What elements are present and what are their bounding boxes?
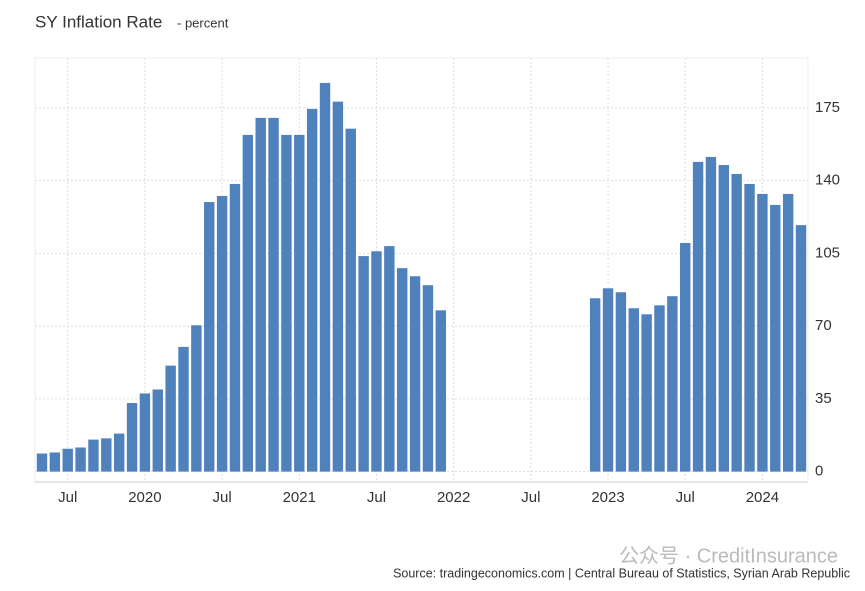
bar [397, 268, 408, 472]
chart-title: SY Inflation Rate [35, 12, 162, 31]
bar [216, 196, 228, 472]
bar [345, 128, 356, 472]
bar [255, 117, 266, 472]
bar [294, 134, 305, 472]
bar [795, 225, 807, 472]
watermark: 公众号 · CreditInsurance [619, 544, 838, 567]
bar [75, 447, 86, 472]
x-tick-label: 2020 [128, 489, 161, 506]
bar [422, 285, 434, 472]
bar [731, 173, 742, 472]
bar [268, 117, 279, 472]
bar [319, 82, 331, 472]
bar [371, 251, 382, 472]
x-tick-label: Jul [521, 489, 540, 506]
bar [88, 439, 99, 472]
bar [602, 288, 614, 472]
bar [332, 101, 344, 472]
x-tick-label: 2023 [591, 489, 624, 506]
plot-frame [34, 57, 809, 483]
x-tick-label: Jul [58, 489, 77, 506]
bar [191, 325, 202, 472]
y-tick-label: 140 [815, 172, 840, 189]
bar [628, 308, 639, 472]
bar [718, 165, 730, 472]
x-tick-label: 2024 [746, 489, 779, 506]
bar [744, 183, 755, 472]
bar [178, 346, 189, 472]
bar [229, 183, 241, 472]
bar [62, 448, 73, 472]
bar [705, 156, 717, 472]
bar [165, 365, 176, 472]
bar [667, 296, 678, 472]
bar [692, 161, 704, 472]
bar [680, 242, 691, 472]
y-tick-label: 105 [815, 244, 840, 261]
bar [306, 108, 318, 472]
bar [358, 256, 369, 472]
bar [281, 134, 292, 472]
x-tick-label: Jul [367, 489, 386, 506]
y-tick-label: 35 [815, 390, 832, 407]
source: Source: tradingeconomics.com | Central B… [393, 566, 850, 580]
bar [242, 134, 254, 472]
bar [139, 393, 151, 472]
bar [204, 202, 215, 472]
x-tick-label: Jul [676, 489, 695, 506]
y-tick-label: 70 [815, 317, 832, 334]
x-tick-label: Jul [213, 489, 232, 506]
bar [654, 305, 665, 472]
bar [152, 389, 163, 472]
bar [589, 298, 601, 472]
x-tick-label: 2021 [283, 489, 316, 506]
bar [113, 433, 125, 472]
bar [101, 438, 112, 472]
bar [49, 452, 61, 472]
bar [615, 292, 627, 472]
chart-subtitle: - percent [177, 15, 229, 30]
x-tick-label: 2022 [437, 489, 470, 506]
y-tick-label: 175 [815, 99, 840, 116]
bar [126, 403, 138, 472]
bar [36, 453, 48, 472]
bar [384, 246, 395, 472]
bar [782, 193, 794, 472]
bar [409, 276, 421, 472]
bar [641, 314, 652, 472]
y-tick-label: 0 [815, 463, 823, 480]
bar [435, 310, 446, 472]
bar [770, 204, 781, 472]
bar [757, 193, 768, 472]
